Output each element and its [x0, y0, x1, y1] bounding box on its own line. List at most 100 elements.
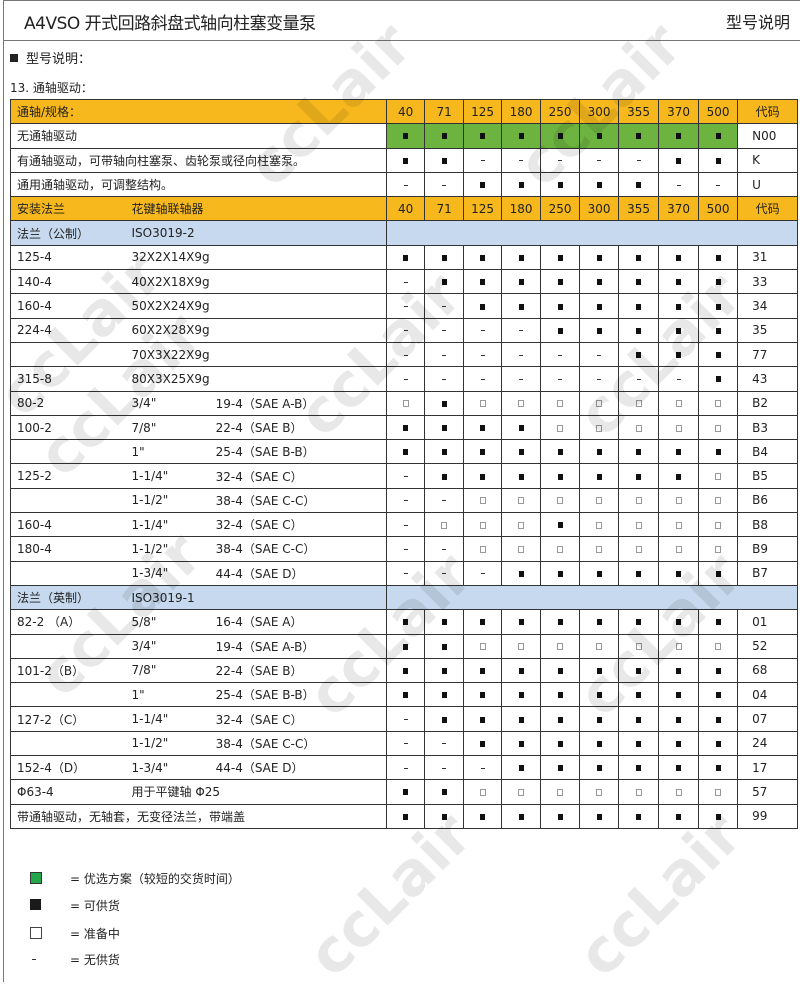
spline-cell: 1-1/2": [125, 730, 210, 757]
available-icon: [518, 692, 524, 699]
table-row: 70X3X22X9g 77: [10, 341, 799, 368]
availability-cell: [501, 244, 542, 271]
availability-cell: [501, 317, 542, 343]
availability-cell: [501, 341, 542, 368]
availability-cell: [501, 512, 542, 538]
size-header: 500: [698, 98, 739, 125]
available-icon: [441, 643, 447, 650]
availability-cell: [658, 487, 700, 514]
code-header: 代码: [737, 196, 799, 222]
not-available-icon: [519, 354, 524, 356]
available-icon: [596, 279, 602, 286]
available-icon: [596, 327, 602, 334]
availability-cell: [386, 123, 426, 149]
availability-cell: [540, 414, 581, 441]
flange-cell: 160-4: [10, 512, 126, 538]
section-title-text: 型号说明：: [26, 52, 92, 67]
in-preparation-icon: [596, 643, 603, 651]
availability-cell: [658, 317, 700, 343]
size-header: 250: [540, 196, 581, 222]
available-icon: [676, 765, 682, 772]
available-icon: [557, 522, 563, 529]
availability-cell: [386, 171, 426, 198]
available-icon: [480, 449, 486, 456]
availability-cell: [463, 657, 503, 684]
in-preparation-icon: [715, 400, 722, 408]
availability-cell: [424, 147, 465, 173]
row-label-c: [209, 196, 388, 222]
available-icon: [676, 570, 682, 577]
available-icon: [715, 327, 721, 334]
table-row: 1-1/2" 38-4（SAE C-C） B6: [10, 487, 799, 514]
availability-cell: [540, 536, 581, 562]
availability-cell: [658, 512, 700, 538]
flange-cell: [10, 488, 126, 514]
availability-cell: [501, 147, 542, 173]
available-icon: [441, 449, 447, 456]
availability-cell: [579, 317, 620, 343]
availability-cell: [424, 487, 465, 514]
availability-cell: [424, 706, 465, 732]
spline-cell: 用于平键轴 Φ25: [125, 779, 388, 805]
availability-cell: [579, 147, 620, 173]
availability-cell: [658, 171, 700, 198]
table-row: 100-2 7/8" 22-4（SAE B） B3: [10, 414, 799, 441]
available-icon: [518, 716, 524, 723]
flange-cell: 315-8: [10, 366, 126, 392]
availability-cell: [658, 536, 700, 562]
availability-cell: [698, 487, 739, 514]
table-row: 无通轴驱动 N00: [9, 123, 799, 149]
available-icon: [403, 425, 409, 431]
available-icon: [403, 449, 409, 456]
available-icon: [596, 473, 602, 480]
available-icon: [480, 254, 486, 261]
availability-cell: [501, 682, 542, 708]
availability-cell: [463, 803, 503, 829]
available-icon: [557, 740, 563, 747]
in-preparation-icon: [635, 497, 642, 505]
availability-cell: [698, 147, 739, 173]
available-icon: [557, 254, 563, 261]
in-preparation-icon: [402, 400, 409, 408]
available-icon: [596, 254, 602, 261]
availability-cell: [463, 560, 503, 586]
size-header: 370: [658, 98, 700, 125]
row-label-c: [209, 220, 388, 246]
available-icon: [596, 692, 602, 699]
not-available-icon: [558, 160, 563, 162]
not-available-icon: [480, 330, 485, 332]
available-icon: [441, 400, 447, 407]
green-square-icon: [30, 872, 42, 884]
not-available-icon: [597, 354, 602, 356]
availability-cell: [463, 123, 503, 149]
availability-cell: [579, 730, 620, 757]
not-available-icon: [558, 378, 563, 380]
available-icon: [557, 303, 563, 310]
in-preparation-icon: [557, 424, 564, 432]
availability-cell: [579, 706, 620, 732]
availability-cell: [618, 317, 660, 343]
sae-cell: 19-4（SAE A-B）: [209, 390, 388, 416]
order-code: K: [737, 147, 799, 173]
order-code: 52: [737, 633, 799, 659]
available-icon: [715, 813, 721, 820]
availability-cell: [579, 244, 620, 271]
availability-cell: [386, 803, 426, 829]
available-icon: [480, 692, 486, 699]
not-available-icon: [442, 330, 447, 332]
available-icon: [596, 303, 602, 310]
size-header: 125: [463, 98, 503, 125]
available-icon: [480, 133, 486, 140]
availability-cell: [501, 366, 542, 392]
available-icon: [676, 303, 682, 310]
available-icon: [715, 352, 721, 359]
available-icon: [676, 619, 682, 626]
flange-cell: 82-2 （A）: [10, 609, 126, 635]
availability-cell: [424, 439, 465, 465]
table-row: 224-4 60X2X28X9g 35: [10, 317, 799, 343]
order-code: 99: [737, 803, 799, 829]
available-icon: [557, 667, 563, 674]
flange-cell: [10, 731, 126, 757]
available-icon: [596, 765, 602, 772]
not-available-icon: [597, 378, 602, 380]
